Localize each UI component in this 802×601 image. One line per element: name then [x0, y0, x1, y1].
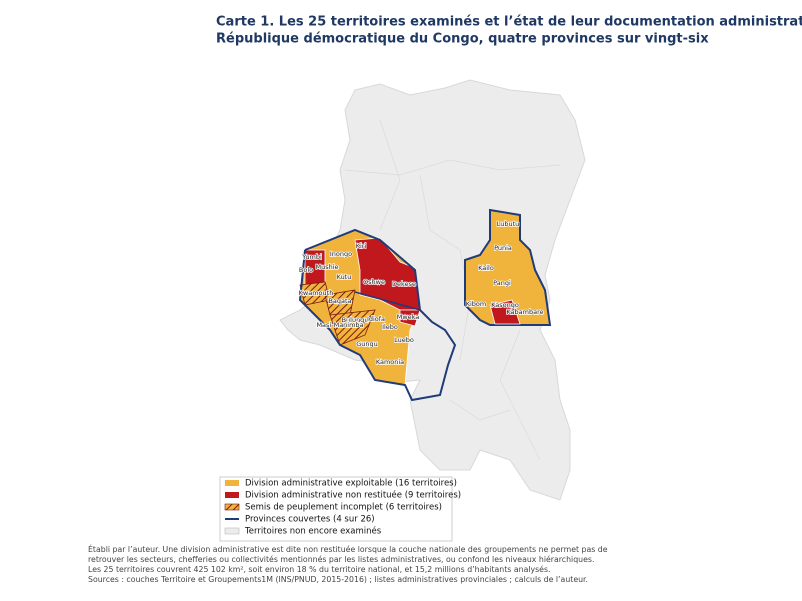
territory-non-restituee [399, 309, 421, 327]
legend-label: Territoires non encore examinés [244, 526, 382, 537]
territory-label: Oshwe [363, 278, 385, 286]
note-line: Sources : couches Territoire et Groupeme… [88, 575, 588, 584]
legend: Division administrative exploitable (16 … [244, 479, 461, 537]
notes: Établi par l’auteur. Une division admini… [88, 545, 608, 584]
legend-label: Division administrative exploitable (16 … [245, 479, 457, 489]
legend-box [219, 476, 453, 542]
territory-exploitable [464, 208, 552, 326]
territory-label: Kutu [337, 273, 352, 281]
legend-swatch [225, 480, 239, 486]
legend-swatch [224, 503, 240, 511]
territory-label: Luebo [394, 336, 414, 344]
territory-label: Inongo [330, 250, 352, 258]
territory-label: Bolo [299, 266, 313, 274]
borders [344, 119, 561, 461]
province-border [354, 291, 421, 311]
territory-label: Kwamouth [299, 289, 334, 297]
territory-label: Punia [494, 244, 512, 252]
legend-label: Provinces couvertes (4 sur 26) [245, 515, 375, 525]
territory-non-restituee [489, 299, 521, 325]
territory-label: Kamonia [376, 358, 404, 366]
territory-label: Kiri [356, 242, 367, 250]
territory-label: Bulungu [342, 316, 369, 324]
territory-label: Kasongo [491, 301, 519, 309]
province-border [298, 228, 457, 402]
territory-label: Dekese [392, 280, 416, 288]
territory-label: Kabambare [506, 308, 543, 316]
territory-label: Masi-Manimba [316, 321, 363, 329]
territory-label: Mushie [315, 263, 338, 271]
territory-label: Lubutu [497, 220, 520, 228]
territory-label: Pangi [493, 279, 511, 287]
note-line: retrouver les secteurs, chefferies ou co… [88, 555, 594, 564]
territory-label: Mweka [397, 313, 420, 321]
legend-label: Division administrative non restituée (9… [245, 490, 461, 501]
territory-label: Gungu [356, 340, 378, 348]
territory-hatched [329, 309, 376, 346]
territory-label: Bagata [328, 297, 351, 305]
map-title: Carte 1. Les 25 territoires examinés et … [216, 15, 802, 30]
territory-label: Kailo [478, 264, 494, 272]
note-line: Établi par l’auteur. Une division admini… [88, 545, 608, 554]
map-subtitle: République démocratique du Congo, quatre… [216, 32, 709, 47]
territory-label: Kibom [466, 300, 487, 308]
territory-label: Ilebo [382, 323, 398, 331]
legend-swatch [225, 492, 239, 498]
territory-label: Idiofa [367, 315, 385, 323]
note-line: Les 25 territoires couvrent 425 102 km²,… [88, 565, 551, 574]
legend-label: Semis de peuplement incomplet (6 territo… [245, 503, 442, 513]
territory-label: Yumbi [301, 253, 322, 261]
legend-swatch [224, 527, 240, 535]
